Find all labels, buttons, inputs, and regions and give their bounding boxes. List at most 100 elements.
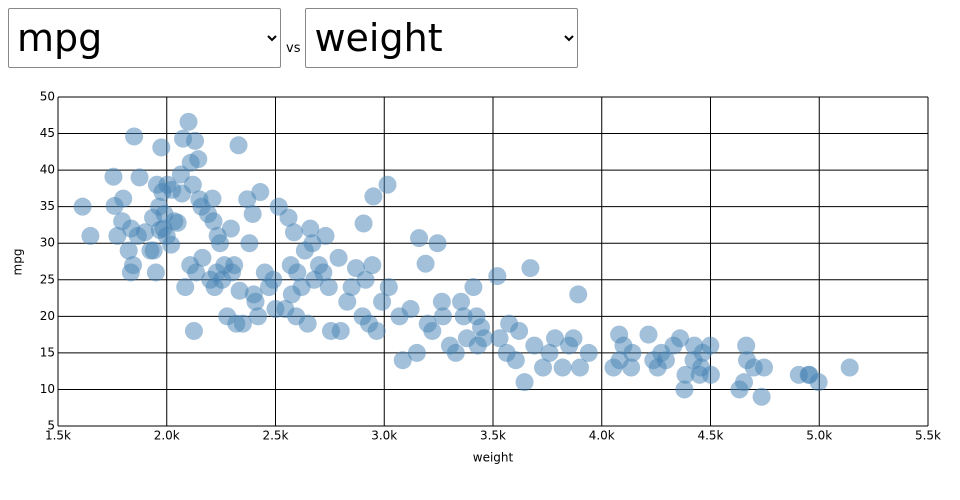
y-tick-label: 25 [40,272,55,286]
point [410,229,429,248]
point [152,138,171,157]
y-tick-label: 10 [40,382,55,396]
x-select[interactable]: weight [305,8,579,68]
point [284,223,303,242]
point [279,208,298,227]
point [186,131,205,150]
point [809,373,828,392]
point [187,263,206,282]
point [251,183,270,202]
point [639,325,658,344]
point [146,263,165,282]
point [623,343,642,362]
point [125,127,144,146]
point [179,112,198,131]
point [432,292,451,311]
point [393,351,412,370]
point [433,307,452,326]
point [367,321,386,340]
x-tick-label: 5.5k [915,429,941,443]
point [162,235,181,254]
point [407,343,426,362]
point [622,358,641,377]
point [671,329,690,348]
point [656,351,675,370]
point [364,187,383,206]
point [363,256,382,275]
x-tick-label: 5.0k [806,429,832,443]
y-tick-label: 15 [40,345,55,359]
point [475,329,494,348]
point [246,292,265,311]
point [342,278,361,297]
point [301,219,320,238]
point [184,321,203,340]
point [525,336,544,355]
x-tick-label: 1.5k [45,429,71,443]
point [755,358,774,377]
point [428,234,447,253]
point [130,168,149,187]
point [510,321,529,340]
point [354,214,373,233]
point [189,150,208,169]
point [243,204,262,223]
point [144,241,163,260]
point [378,175,397,194]
point [488,267,507,286]
point [506,351,525,370]
point [303,234,322,253]
point [298,314,317,333]
x-axis-label: weight [473,451,514,465]
point [319,278,338,297]
point [373,292,392,311]
point [225,256,244,275]
point [540,343,559,362]
point [240,234,259,253]
point [230,281,249,300]
y-select[interactable]: mpg [8,8,281,68]
x-tick-label: 4.5k [697,429,723,443]
point [401,300,420,319]
point [464,278,483,297]
point [249,307,268,326]
point [490,329,509,348]
point [579,343,598,362]
point [521,259,540,278]
point [238,190,257,209]
point [534,358,553,377]
point [676,365,695,384]
point [119,241,138,260]
point [264,270,283,289]
y-tick-label: 30 [40,236,55,250]
y-tick-label: 45 [40,126,55,140]
point [454,307,473,326]
point [423,321,442,340]
point [701,365,720,384]
y-axis-label: mpg [11,249,25,276]
x-tick-label: 3.5k [480,429,506,443]
point [331,321,350,340]
point [104,167,123,186]
point [564,329,583,348]
point [136,223,154,242]
chart: weight mpg 5 10 15 20 25 30 35 40 45 50 1.5k 2.0k 2.… [11,90,942,465]
point [108,226,127,245]
x-tick-label: 2.5k [262,429,288,443]
vs-label: vs [286,41,301,56]
point [416,254,435,273]
point [211,234,230,253]
point [183,175,202,194]
point [571,358,589,377]
point [701,336,720,355]
point [379,278,398,297]
point [176,278,195,297]
y-tick-label: 40 [40,163,55,177]
point [288,263,307,282]
point [168,213,187,232]
y-tick-label: 5 [47,419,55,433]
point [734,373,753,392]
point [73,197,92,216]
point [316,226,335,245]
